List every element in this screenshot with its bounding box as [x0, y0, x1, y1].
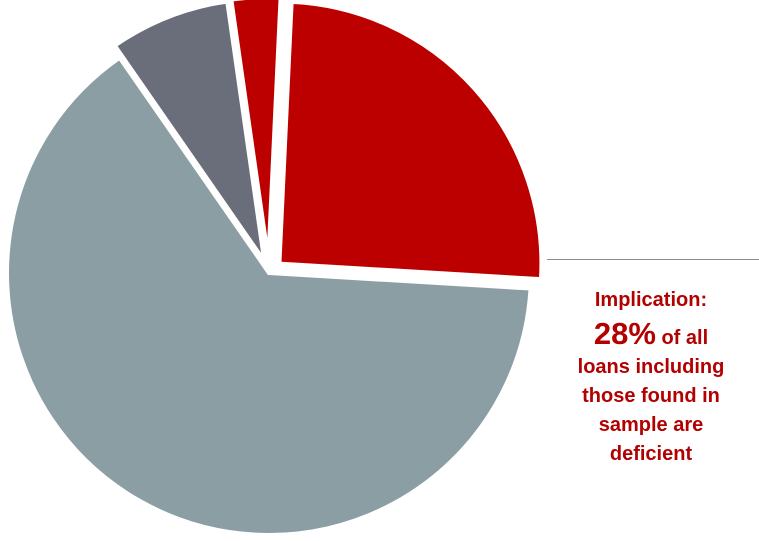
- implication-line-3: sample are: [598, 414, 704, 436]
- pie-slice-1: [5, 54, 533, 537]
- pie-slice-4: [277, 0, 544, 282]
- implication-line-2: those found in: [582, 385, 720, 407]
- implication-prefix: Implication:: [594, 289, 708, 311]
- pie-slice-3: [229, 0, 283, 260]
- implication-highlight: 28%: [593, 316, 656, 351]
- implication-line-4: deficient: [609, 443, 693, 465]
- divider-line: [547, 259, 759, 260]
- implication-highlight-suffix: of all: [661, 327, 709, 349]
- implication-annotation: Implication: 28% of all loans including …: [551, 286, 751, 469]
- implication-line-1: loans including: [577, 356, 725, 378]
- pie-slice-2: [112, 0, 267, 263]
- implication-highlight-line: 28% of all: [551, 315, 751, 353]
